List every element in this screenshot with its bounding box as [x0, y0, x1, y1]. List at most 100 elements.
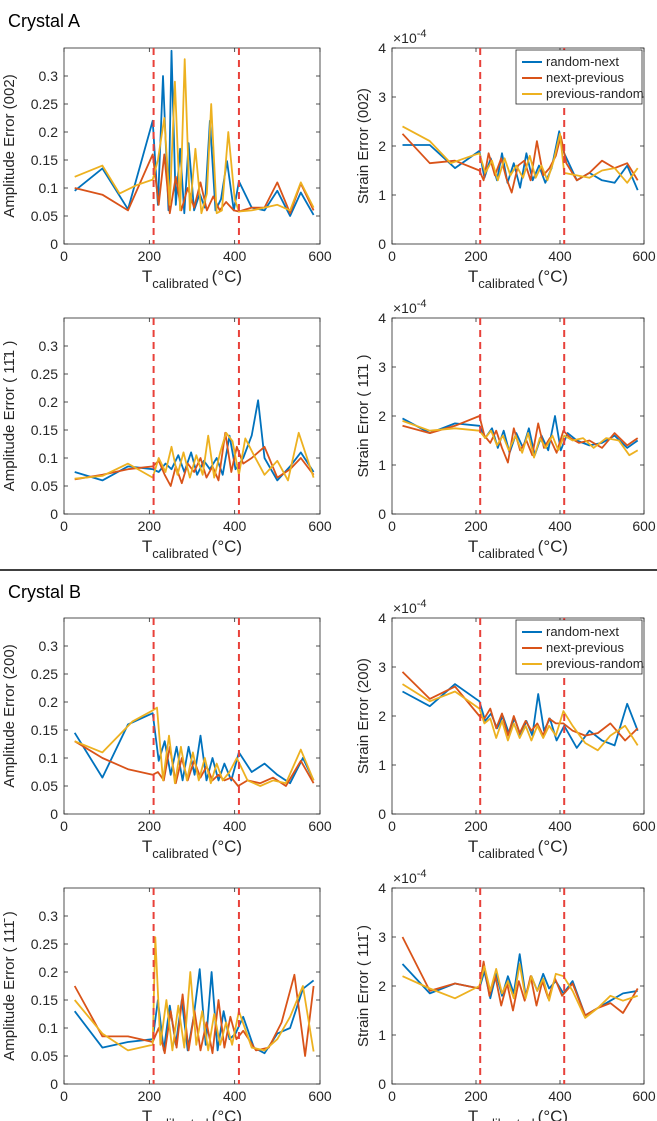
y-tick-label: 0.1	[39, 180, 59, 196]
x-tick-label: 600	[308, 1088, 332, 1104]
legend-label-next-previous: next-previous	[546, 70, 625, 85]
y-tick-label: 0.1	[39, 450, 59, 466]
y-tick-label: 0.15	[31, 992, 58, 1008]
legend-label-next-previous: next-previous	[546, 640, 625, 655]
x-axis-label-main: T	[142, 1107, 152, 1121]
y-tick-label: 4	[378, 880, 386, 896]
y-tick-label: 0.05	[31, 478, 58, 494]
x-tick-label: 600	[632, 818, 656, 834]
x-axis-label-main: T	[468, 1107, 478, 1121]
x-axis-label: Tcalibrated (°C)	[142, 537, 242, 561]
series-line-random-next	[402, 130, 639, 191]
series-line-next-previous	[401, 671, 639, 742]
panel-grid: 0 200 400 60000.050.10.150.20.250.3Amplitud…	[1, 28, 656, 1121]
x-axis-label-unit: (°C)	[212, 537, 242, 556]
y-tick-label: 4	[378, 310, 386, 326]
y-exponent-power: -4	[417, 868, 427, 880]
x-tick-label: 400	[223, 818, 247, 834]
x-axis-label-sub: calibrated	[478, 276, 534, 291]
y-exponent-label: ×10-4	[393, 598, 427, 616]
y-axis-label: Strain Error (200)	[355, 658, 372, 774]
x-tick-label: 0	[388, 248, 396, 264]
y-axis-label: Strain Error ( 111̄ )	[355, 925, 372, 1047]
series-line-next-previous	[74, 153, 315, 215]
x-axis-label-sub: calibrated	[478, 546, 534, 561]
section-title-crystal-a: Crystal A	[8, 11, 80, 31]
y-tick-label: 0	[378, 1076, 386, 1092]
y-exponent-label: ×10-4	[393, 28, 427, 46]
legend-label-previous-random: previous-random	[546, 656, 644, 671]
x-tick-label: 400	[548, 248, 572, 264]
y-tick-label: 3	[378, 89, 386, 105]
legend-label-random-next: random-next	[546, 624, 619, 639]
plot-area	[63, 617, 321, 815]
chart-panel-2: 0 200 400 600 0 1 2 3 4 ×10-4 Strain Error (002) Tc…	[355, 28, 656, 291]
y-tick-label: 0.15	[31, 722, 58, 738]
x-tick-label: 200	[138, 818, 162, 834]
y-tick-label: 0	[50, 506, 58, 522]
series-line-next-previous	[402, 415, 639, 464]
y-axis-label: Strain Error ( 11̄1 )	[355, 354, 372, 477]
series-line-previous-random	[402, 420, 639, 459]
plot-area	[391, 317, 645, 515]
x-tick-label: 200	[464, 818, 488, 834]
y-tick-label: 0.2	[39, 964, 59, 980]
x-tick-label: 0	[388, 818, 396, 834]
y-tick-label: 4	[378, 610, 386, 626]
x-axis-label-unit: (°C)	[212, 267, 242, 286]
x-tick-label: 0	[388, 1088, 396, 1104]
y-tick-label: 3	[378, 929, 386, 945]
x-axis-label: Tcalibrated (°C)	[142, 1107, 242, 1121]
y-tick-label: 0.25	[31, 96, 58, 112]
chart-panel-8: 0 200 400 600 0 1 2 3 4 ×10-4 Strain Error ( 111̄ …	[355, 868, 656, 1121]
x-axis-label-sub: calibrated	[478, 1116, 534, 1121]
x-axis-label: Tcalibrated (°C)	[468, 267, 568, 291]
chart-panel-5: 0 200 400 600 0 0.05 0.1 0.15 0.2 0.25 0.3 Amplitud…	[1, 617, 332, 861]
series-line-previous-random	[402, 125, 639, 184]
y-tick-label: 3	[378, 659, 386, 675]
x-tick-label: 200	[464, 1088, 488, 1104]
x-tick-label: 400	[548, 1088, 572, 1104]
y-exponent-power: -4	[417, 28, 427, 40]
x-axis-label: Tcalibrated (°C)	[468, 537, 568, 561]
y-tick-label: 0	[378, 506, 386, 522]
x-tick-label: 600	[308, 248, 332, 264]
x-tick-label: 200	[138, 518, 162, 534]
y-tick-label: 4	[378, 40, 386, 56]
section-title-crystal-b: Crystal B	[8, 582, 81, 602]
x-axis-label-main: T	[468, 837, 478, 856]
y-axis-label: Amplitude Error (002)	[1, 74, 18, 217]
y-tick-label: 0.1	[39, 750, 59, 766]
series-line-next-previous	[401, 133, 639, 194]
y-tick-label: 0	[378, 806, 386, 822]
y-tick-label: 0.3	[39, 68, 59, 84]
x-axis-label-main: T	[142, 267, 152, 286]
x-tick-label: 600	[632, 518, 656, 534]
legend-label-random-next: random-next	[546, 54, 619, 69]
x-tick-label: 600	[308, 818, 332, 834]
y-tick-label: 0.25	[31, 936, 58, 952]
y-tick-label: 0.05	[31, 208, 58, 224]
y-tick-label: 0.15	[31, 152, 58, 168]
x-tick-label: 0	[60, 248, 68, 264]
y-tick-label: 0.1	[39, 1020, 59, 1036]
legend-label-previous-random: previous-random	[546, 86, 644, 101]
x-tick-label: 400	[223, 248, 247, 264]
y-tick-label: 0	[378, 236, 386, 252]
y-tick-label: 0.3	[39, 338, 59, 354]
y-tick-label: 0.05	[31, 778, 58, 794]
y-tick-label: 0.2	[39, 394, 59, 410]
y-tick-label: 0	[50, 806, 58, 822]
x-tick-label: 400	[223, 1088, 247, 1104]
x-axis-label: Tcalibrated (°C)	[142, 837, 242, 861]
y-tick-label: 0.25	[31, 366, 58, 382]
y-exponent-power: -4	[417, 298, 427, 310]
x-axis-label-main: T	[468, 267, 478, 286]
x-tick-label: 400	[548, 518, 572, 534]
x-axis-label-unit: (°C)	[212, 837, 242, 856]
y-exponent-power: -4	[417, 598, 427, 610]
x-tick-label: 600	[632, 1088, 656, 1104]
chart-panel-4: 0 200 400 600 0 1 2 3 4 ×10-4 Strain Error ( 11̄1 …	[355, 298, 656, 561]
